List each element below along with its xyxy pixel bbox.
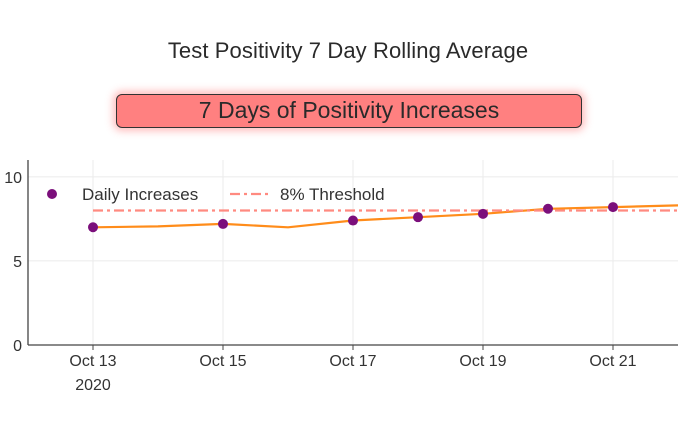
x-tick-label: Oct 21 xyxy=(589,353,636,370)
daily-increase-point xyxy=(218,218,228,229)
legend-marker-daily-increases xyxy=(47,189,57,199)
positivity-increase-banner: 7 Days of Positivity Increases xyxy=(116,94,582,128)
banner-text: 7 Days of Positivity Increases xyxy=(198,97,500,123)
x-tick-label: Oct 15 xyxy=(199,353,246,370)
daily-increase-point xyxy=(543,203,553,214)
x-tick-label: Oct 17 xyxy=(329,353,376,370)
legend-label-threshold: 8% Threshold xyxy=(280,185,385,204)
daily-increase-point xyxy=(348,215,358,226)
legend-label-daily-increases: Daily Increases xyxy=(82,185,198,204)
y-tick-label: 0 xyxy=(13,338,22,355)
daily-increase-point xyxy=(608,202,618,213)
series-layer xyxy=(88,202,679,233)
daily-increase-point xyxy=(88,222,98,233)
grid-lines xyxy=(28,160,678,345)
legend: Daily Increases 8% Threshold xyxy=(47,185,385,204)
y-tick-label: 5 xyxy=(13,254,22,271)
rolling-average-line xyxy=(92,204,679,229)
y-tick-label: 10 xyxy=(4,170,22,187)
x-tick-year-label: 2020 xyxy=(75,377,111,394)
x-tick-label: Oct 19 xyxy=(459,353,506,370)
daily-increase-point xyxy=(413,212,423,223)
chart-title: Test Positivity 7 Day Rolling Average xyxy=(167,38,529,63)
axes: Oct 13 2020 Oct 15 Oct 17 Oct 19 Oct 21 0 5 10 xyxy=(4,160,678,394)
x-tick-label: Oct 13 xyxy=(69,353,116,370)
daily-increase-point xyxy=(478,208,488,219)
